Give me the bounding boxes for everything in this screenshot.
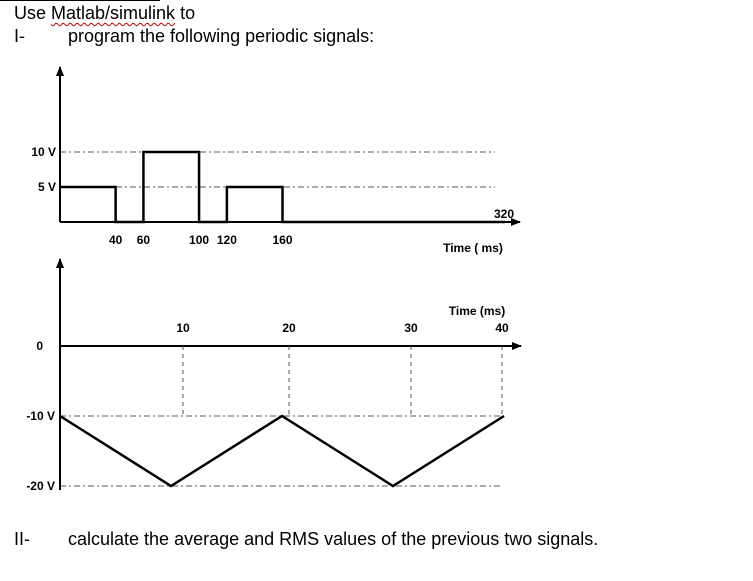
chart2-y-tick-label: 0: [36, 339, 43, 353]
chart2-x-tick-label: 30: [404, 321, 418, 335]
chart1-x-end-label: 320: [494, 207, 514, 221]
chart2-x-tick-label: 40: [495, 321, 509, 335]
chart1-y-tick-label: 5 V: [38, 180, 56, 194]
chart2-x-tick-label: 10: [176, 321, 190, 335]
item-1-number: I-: [14, 26, 25, 46]
intro-tool: Matlab/simulink: [51, 3, 176, 23]
chart1-x-tick-label: 160: [272, 233, 292, 247]
chart1-x-tick-label: 60: [137, 233, 151, 247]
chart2-signal-line: [59, 414, 505, 488]
top-rule: [0, 0, 160, 1]
intro-prefix: Use: [14, 3, 52, 23]
chart2-y-tick-label: -10 V: [26, 409, 55, 423]
item-2-text: calculate the average and RMS values of …: [68, 529, 599, 549]
chart2-x-axis-label: Time (ms): [449, 304, 505, 318]
intro-suffix: to: [175, 3, 196, 23]
chart1-x-tick-label: 120: [217, 233, 237, 247]
chart1-x-axis-label: Time ( ms): [443, 241, 503, 255]
chart1-signal-line: [60, 150, 505, 224]
chart2-y-tick-label: -20 V: [26, 479, 55, 493]
item-1-text: program the following periodic signals:: [68, 26, 375, 46]
chart1-y-tick-label: 10 V: [31, 145, 56, 159]
chart1-x-tick-label: 40: [109, 233, 123, 247]
intro-line: Use Matlab/simulink to: [14, 3, 195, 24]
chart1-x-tick-label: 100: [189, 233, 209, 247]
item-2-number: II-: [14, 529, 30, 549]
chart2-x-tick-label: 20: [282, 321, 296, 335]
